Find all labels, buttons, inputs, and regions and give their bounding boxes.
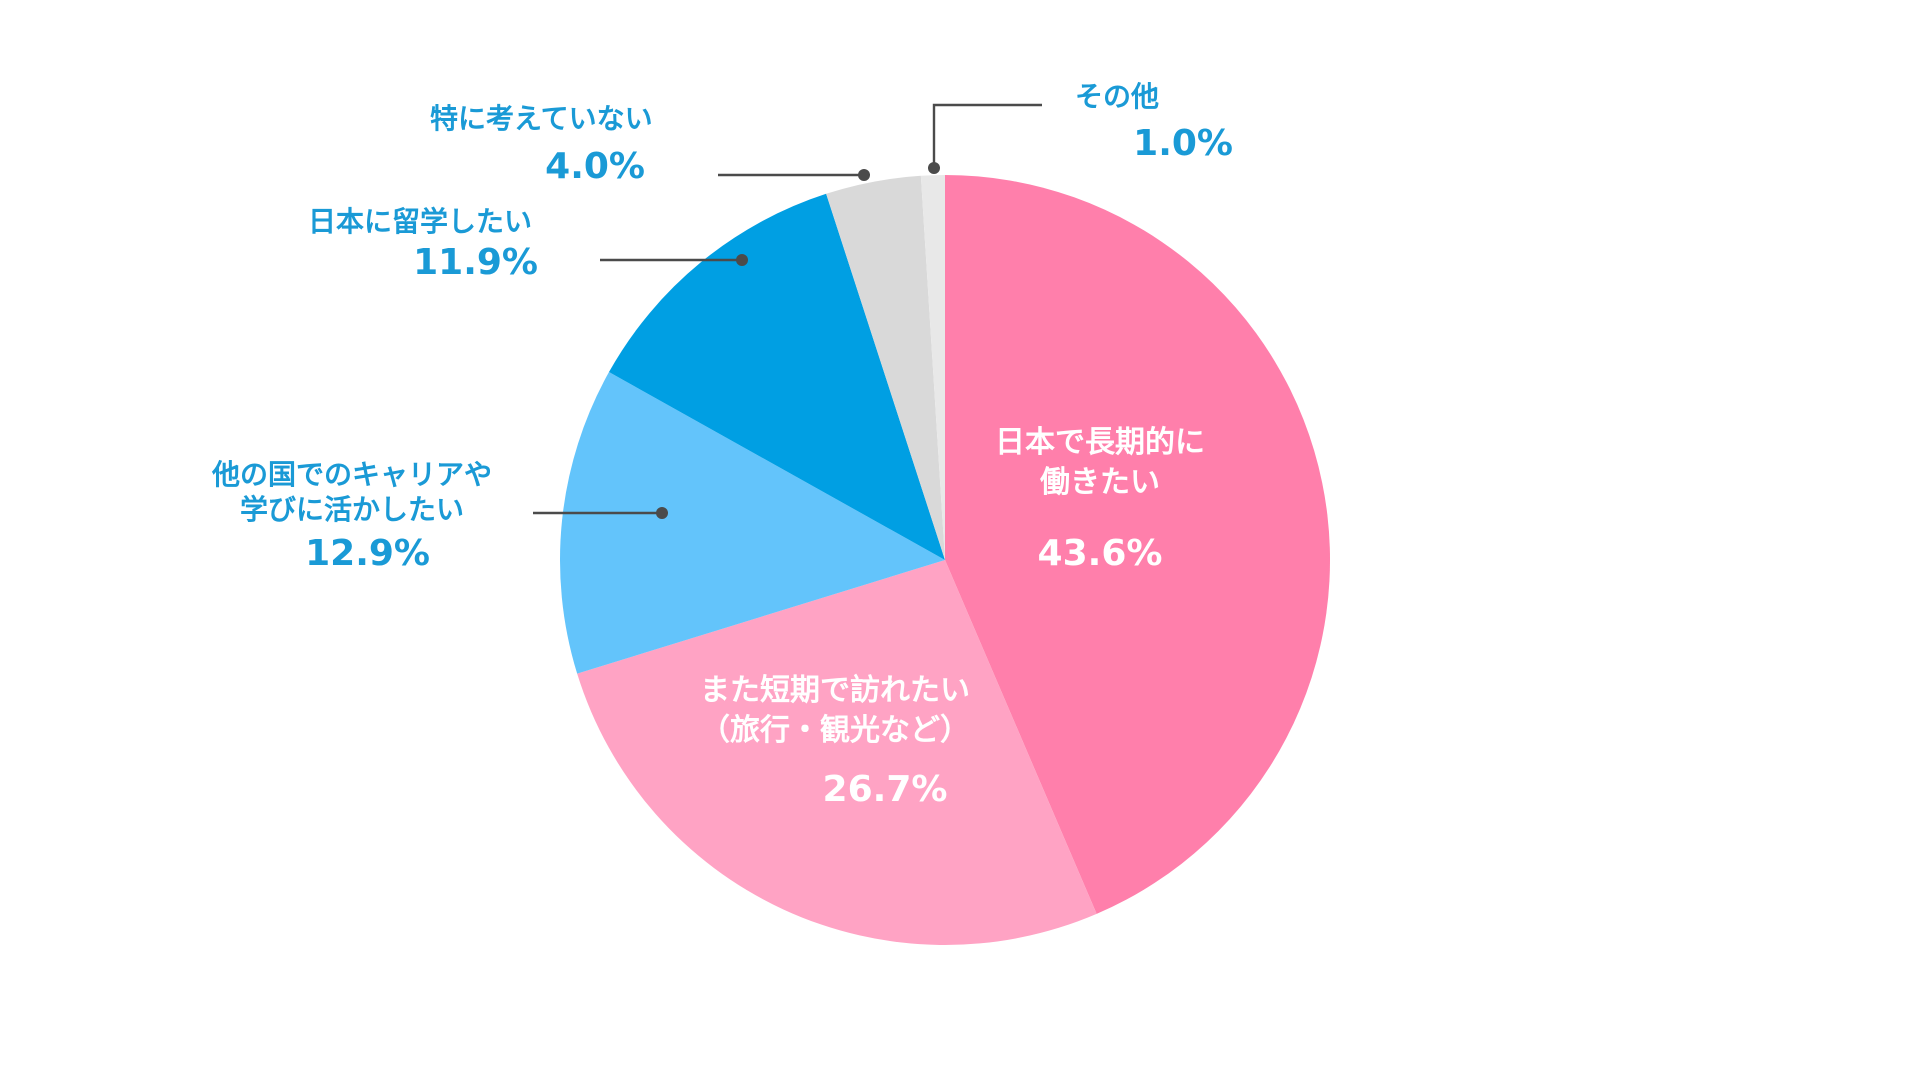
slice-value-label-2: 12.9% (305, 533, 430, 574)
slice-label-3-line-0: 日本に留学したい (308, 205, 532, 238)
slice-label-1-line-1: （旅行・観光など） (700, 713, 970, 748)
slice-label-5-line-0: その他 (1075, 80, 1159, 113)
slice-label-4-line-0: 特に考えていない (430, 102, 653, 135)
pie-slice-1 (577, 560, 1097, 946)
pie-slices (559, 175, 1331, 946)
slice-label-0-line-0: 日本で長期的に (995, 425, 1205, 460)
slice-label-2-line-0: 他の国でのキャリアや (211, 458, 492, 491)
leader-dot-4 (858, 169, 870, 181)
slice-label-1-line-0: また短期で訪れたい (700, 673, 970, 708)
slice-label-2-line-1: 学びに活かしたい (240, 493, 464, 526)
leader-dot-3 (736, 254, 748, 266)
slice-value-label-3: 11.9% (413, 242, 538, 283)
pie-slice-0 (945, 175, 1331, 914)
slice-value-label-0: 43.6% (1038, 533, 1163, 574)
pie-slice-5 (920, 175, 945, 560)
leader-line-5 (932, 103, 1042, 168)
pie-slice-4 (826, 175, 945, 560)
slice-value-label-4: 4.0% (545, 146, 645, 187)
pie-slice-2 (559, 372, 945, 674)
slice-value-label-5: 1.0% (1133, 123, 1233, 164)
slice-label-0-line-1: 働きたい (1039, 465, 1160, 500)
slice-value-label-1: 26.7% (823, 769, 948, 810)
leader-dot-2 (656, 507, 668, 519)
pie-slice-3 (608, 193, 945, 560)
leader-dot-5 (928, 162, 940, 174)
